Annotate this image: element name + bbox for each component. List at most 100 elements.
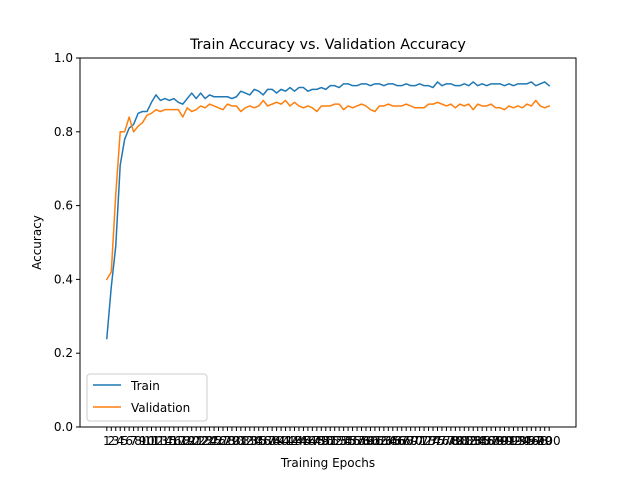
x-tick-label: 14 — [157, 434, 172, 448]
x-tick-label: 53 — [332, 434, 347, 448]
x-tick-label: 31 — [233, 434, 248, 448]
x-tick-label: 20 — [184, 434, 199, 448]
x-tick-label: 99 — [537, 434, 552, 448]
x-tick-label: 32 — [238, 434, 253, 448]
legend-label-train: Train — [130, 379, 160, 393]
x-tick-label: 64 — [381, 434, 396, 448]
x-tick-label: 79 — [448, 434, 463, 448]
x-tick-label: 63 — [376, 434, 391, 448]
x-tick-label: 92 — [506, 434, 521, 448]
x-tick-label: 24 — [202, 434, 217, 448]
x-tick-label: 88 — [488, 434, 503, 448]
series-layer — [105, 81, 551, 340]
x-tick-label: 68 — [399, 434, 414, 448]
x-tick-label: 77 — [439, 434, 454, 448]
series-line-train — [105, 81, 551, 340]
x-tick-label: 84 — [470, 434, 485, 448]
x-tick-label: 34 — [247, 434, 262, 448]
x-tick-label: 16 — [166, 434, 181, 448]
x-tick-label: 23 — [197, 434, 212, 448]
x-tick-label: 21 — [189, 434, 204, 448]
x-tick-label: 48 — [309, 434, 324, 448]
x-tick-label: 100 — [538, 434, 561, 448]
x-tick-label: 35 — [251, 434, 266, 448]
x-tick-label: 9 — [139, 434, 147, 448]
x-tick-label: 12 — [148, 434, 163, 448]
x-tick-label: 39 — [269, 434, 284, 448]
x-tick-label: 41 — [278, 434, 293, 448]
x-tick-label: 13 — [153, 434, 168, 448]
x-tick-label: 98 — [533, 434, 548, 448]
x-tick-label: 87 — [483, 434, 498, 448]
x-tick-label: 33 — [242, 434, 257, 448]
x-tick-label: 43 — [287, 434, 302, 448]
x-tick-label: 10 — [139, 434, 154, 448]
x-tick-label: 89 — [492, 434, 507, 448]
x-tick-label: 19 — [180, 434, 195, 448]
x-tick-label: 85 — [475, 434, 490, 448]
x-tick-label: 26 — [211, 434, 226, 448]
x-tick-label: 96 — [524, 434, 539, 448]
x-axis: 1234567891011121314151617181920212223242… — [103, 427, 561, 448]
x-tick-label: 90 — [497, 434, 512, 448]
x-tick-label: 66 — [390, 434, 405, 448]
x-tick-label: 36 — [256, 434, 271, 448]
x-tick-label: 5 — [121, 434, 129, 448]
y-tick-label: 0.8 — [54, 125, 73, 139]
x-tick-label: 65 — [385, 434, 400, 448]
x-tick-label: 28 — [220, 434, 235, 448]
x-tick-label: 71 — [412, 434, 427, 448]
x-tick-label: 15 — [162, 434, 177, 448]
x-tick-label: 45 — [296, 434, 311, 448]
x-tick-label: 76 — [434, 434, 449, 448]
x-tick-label: 62 — [372, 434, 387, 448]
x-tick-label: 3 — [112, 434, 120, 448]
y-tick-label: 1.0 — [54, 51, 73, 65]
x-tick-label: 52 — [327, 434, 342, 448]
x-axis-label: Training Epochs — [280, 456, 375, 470]
x-tick-label: 91 — [501, 434, 516, 448]
y-tick-label: 0.6 — [54, 199, 73, 213]
x-tick-label: 30 — [229, 434, 244, 448]
x-tick-label: 69 — [403, 434, 418, 448]
legend: Train Validation — [86, 373, 208, 422]
x-tick-label: 50 — [318, 434, 333, 448]
x-tick-label: 83 — [466, 434, 481, 448]
x-tick-label: 27 — [215, 434, 230, 448]
x-tick-label: 2 — [107, 434, 115, 448]
x-tick-label: 72 — [416, 434, 431, 448]
x-tick-label: 44 — [291, 434, 306, 448]
chart-title: Train Accuracy vs. Validation Accuracy — [189, 37, 466, 53]
x-tick-label: 95 — [519, 434, 534, 448]
x-tick-label: 38 — [265, 434, 280, 448]
x-tick-label: 4 — [116, 434, 124, 448]
x-tick-label: 40 — [273, 434, 288, 448]
x-tick-label: 49 — [314, 434, 329, 448]
x-tick-label: 22 — [193, 434, 208, 448]
x-tick-label: 51 — [323, 434, 338, 448]
x-tick-label: 46 — [300, 434, 315, 448]
y-tick-label: 0.2 — [54, 346, 73, 360]
x-tick-label: 25 — [206, 434, 221, 448]
x-tick-label: 54 — [336, 434, 351, 448]
y-tick-label: 0.0 — [54, 420, 73, 434]
legend-label-validation: Validation — [131, 401, 190, 415]
x-tick-label: 29 — [224, 434, 239, 448]
x-tick-label: 59 — [358, 434, 373, 448]
x-tick-label: 74 — [425, 434, 440, 448]
x-tick-label: 58 — [354, 434, 369, 448]
x-tick-label: 1 — [103, 434, 111, 448]
x-tick-label: 93 — [510, 434, 525, 448]
x-tick-label: 75 — [430, 434, 445, 448]
x-tick-label: 73 — [421, 434, 436, 448]
y-axis: 0.0 0.2 0.4 0.6 0.8 1.0 — [54, 51, 80, 434]
x-tick-label: 8 — [134, 434, 142, 448]
x-tick-label: 6 — [125, 434, 133, 448]
x-tick-label: 67 — [394, 434, 409, 448]
axes-frame — [79, 57, 577, 428]
y-axis-label: Accuracy — [30, 215, 44, 270]
x-tick-label: 86 — [479, 434, 494, 448]
x-tick-label: 61 — [367, 434, 382, 448]
